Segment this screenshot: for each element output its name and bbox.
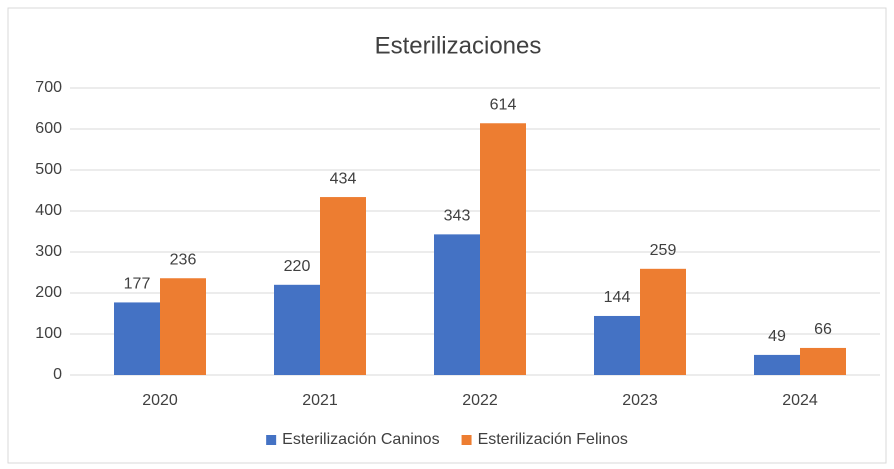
y-tick-label: 0 — [53, 366, 62, 383]
y-tick-label: 400 — [35, 202, 62, 219]
legend-label: Esterilización Felinos — [478, 431, 628, 448]
bar — [640, 268, 686, 375]
legend-swatch — [266, 435, 277, 445]
data-label: 49 — [768, 328, 786, 345]
x-tick-label: 2023 — [622, 392, 658, 409]
bar — [594, 315, 640, 375]
bar — [160, 278, 206, 375]
data-label: 177 — [124, 276, 151, 293]
y-tick-label: 600 — [35, 120, 62, 137]
y-tick-label: 700 — [35, 79, 62, 96]
y-tick-label: 100 — [35, 325, 62, 342]
y-tick-label: 200 — [35, 284, 62, 301]
bar — [434, 234, 480, 375]
chart-title: Esterilizaciones — [375, 32, 542, 59]
data-label: 614 — [490, 96, 517, 113]
data-label: 236 — [170, 251, 197, 268]
x-tick-label: 2021 — [302, 392, 338, 409]
bar — [274, 284, 320, 375]
data-label: 343 — [444, 208, 471, 225]
bar — [800, 347, 846, 375]
x-tick-label: 2020 — [142, 392, 178, 409]
data-label: 434 — [330, 170, 357, 187]
bar — [754, 354, 800, 375]
y-tick-label: 500 — [35, 161, 62, 178]
bar — [320, 197, 366, 375]
x-tick-label: 2022 — [462, 392, 498, 409]
legend-label: Esterilización Caninos — [282, 431, 439, 448]
x-tick-label: 2024 — [782, 392, 818, 409]
data-label: 66 — [814, 321, 832, 338]
data-label: 220 — [284, 258, 311, 275]
bar — [480, 123, 526, 375]
data-label: 144 — [604, 289, 631, 306]
data-label: 259 — [650, 242, 677, 259]
y-tick-label: 300 — [35, 243, 62, 260]
legend-swatch — [461, 435, 472, 445]
bar — [114, 302, 160, 375]
